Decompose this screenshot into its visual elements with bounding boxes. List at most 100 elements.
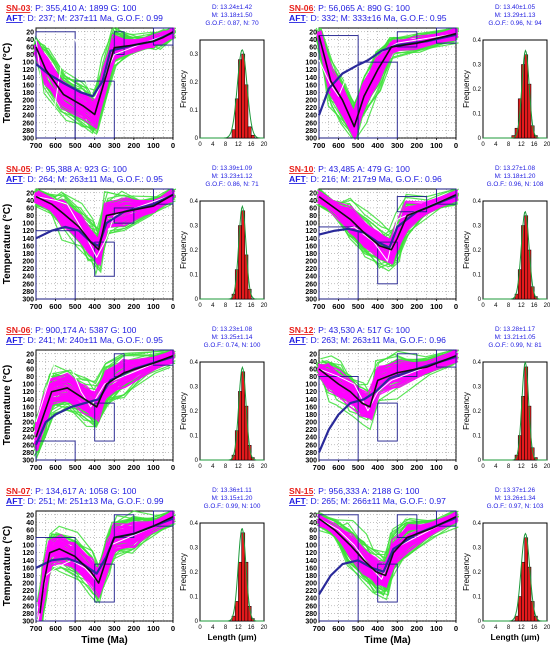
temperature-tick-label: 260 bbox=[22, 120, 34, 127]
temperature-tick-label: 260 bbox=[22, 281, 34, 288]
temperature-tick-label: 160 bbox=[305, 565, 317, 572]
length-axis-label: Length (μm) bbox=[207, 632, 256, 642]
best-fit-path bbox=[318, 515, 457, 577]
frequency-tick-label: 0.1 bbox=[190, 273, 199, 279]
temperature-tick-label: 200 bbox=[22, 581, 34, 588]
sample-id: SN-10 bbox=[289, 164, 314, 174]
acceptable-path bbox=[318, 34, 458, 140]
aft-label: AFT bbox=[289, 335, 306, 345]
time-tick-label: 500 bbox=[69, 463, 82, 472]
temperature-tick-label: 300 bbox=[305, 458, 317, 465]
temperature-tick-label: 280 bbox=[305, 611, 317, 618]
temperature-tick-label: 20 bbox=[309, 190, 317, 197]
model-length-curve bbox=[483, 360, 547, 461]
length-stat: M: 13.25±1.14 bbox=[212, 334, 253, 341]
length-tick-label: 20 bbox=[544, 142, 550, 148]
length-tick-label: 20 bbox=[261, 625, 268, 631]
temperature-tick-label: 240 bbox=[305, 113, 317, 120]
panel-header: SN-06: P: 900,174 A: 5387 G: 100 bbox=[6, 325, 137, 335]
temperature-tick-label: 300 bbox=[305, 297, 317, 304]
time-tick-label: 600 bbox=[332, 141, 345, 150]
temperature-tick-label: 120 bbox=[22, 550, 34, 557]
time-tick-label: 200 bbox=[128, 302, 141, 311]
frequency-axis-label: Frequency bbox=[179, 553, 188, 591]
temperature-tick-label: 180 bbox=[22, 412, 34, 419]
time-tick-label: 500 bbox=[352, 624, 365, 633]
frequency-axis-label: Frequency bbox=[179, 231, 188, 269]
length-tick-label: 8 bbox=[224, 464, 228, 470]
good-path bbox=[36, 32, 174, 129]
temperature-tick-label: 20 bbox=[309, 29, 317, 36]
time-tick-label: 500 bbox=[69, 141, 82, 150]
length-tick-label: 16 bbox=[248, 625, 255, 631]
temperature-tick-label: 60 bbox=[309, 527, 317, 534]
time-tick-label: 100 bbox=[430, 302, 443, 311]
time-axis-label: Time (Ma) bbox=[81, 635, 128, 646]
length-tick-label: 0 bbox=[198, 142, 202, 148]
time-tick-label: 0 bbox=[454, 463, 458, 472]
temperature-tick-label: 160 bbox=[22, 404, 34, 411]
model-counts: : P: 355,410 A: 1899 G: 100 bbox=[30, 3, 136, 13]
temperature-tick-label: 120 bbox=[305, 228, 317, 235]
time-tick-label: 700 bbox=[313, 463, 326, 472]
temperature-tick-label: 240 bbox=[305, 435, 317, 442]
model-counts: : P: 900,174 A: 5387 G: 100 bbox=[30, 325, 136, 335]
temperature-tick-label: 200 bbox=[22, 259, 34, 266]
temperature-tick-label: 240 bbox=[22, 435, 34, 442]
temperature-tick-label: 100 bbox=[305, 382, 317, 389]
time-tick-label: 200 bbox=[128, 141, 141, 150]
good-path bbox=[34, 351, 173, 431]
time-tick-label: 400 bbox=[88, 141, 101, 150]
temperature-tick-label: 280 bbox=[305, 128, 317, 135]
frequency-tick-label: 0.1 bbox=[473, 434, 482, 440]
frequency-tick-label: 0.2 bbox=[473, 409, 482, 415]
acceptable-path bbox=[321, 349, 457, 395]
length-stat: M: 13.18±1.20 bbox=[495, 173, 536, 180]
acceptable-path bbox=[317, 39, 457, 140]
length-stat: M: 13.23±1.12 bbox=[212, 173, 253, 180]
temperature-tick-label: 80 bbox=[26, 374, 34, 381]
aft-result: : D: 251; M: 251±13 Ma, G.O.F.: 0.99 bbox=[23, 496, 164, 506]
time-tick-label: 100 bbox=[147, 141, 160, 150]
length-stat: M: 13.26±1.34 bbox=[495, 495, 536, 502]
length-tick-label: 4 bbox=[494, 303, 498, 309]
histogram-area bbox=[482, 361, 548, 461]
temperature-tick-label: 60 bbox=[26, 205, 34, 212]
frequency-tick-label: 0.4 bbox=[473, 360, 482, 366]
time-tick-label: 200 bbox=[411, 463, 424, 472]
best-fit-path bbox=[318, 193, 457, 251]
time-tick-label: 200 bbox=[128, 624, 141, 633]
frequency-tick-label: 0 bbox=[478, 619, 482, 625]
length-tick-label: 0 bbox=[481, 625, 485, 631]
best-fit-path bbox=[35, 193, 174, 251]
temperature-tick-label: 140 bbox=[305, 397, 317, 404]
good-path bbox=[320, 198, 457, 259]
time-tick-label: 300 bbox=[108, 463, 121, 472]
histogram-area bbox=[199, 361, 265, 461]
frequency-tick-label: 0.2 bbox=[190, 570, 199, 576]
temperature-tick-label: 40 bbox=[309, 198, 317, 205]
time-tick-label: 400 bbox=[88, 302, 101, 311]
constraint-box bbox=[396, 31, 418, 48]
length-tick-label: 8 bbox=[507, 303, 511, 309]
temperature-tick-label: 280 bbox=[22, 289, 34, 296]
length-tick-label: 4 bbox=[494, 625, 498, 631]
temperature-tick-label: 80 bbox=[309, 374, 317, 381]
time-tick-label: 400 bbox=[371, 302, 384, 311]
time-tick-label: 500 bbox=[352, 141, 365, 150]
good-path bbox=[318, 519, 457, 584]
time-tick-label: 0 bbox=[171, 141, 175, 150]
panel-header: SN-05: P: 95,388 A: 923 G: 100 bbox=[6, 164, 127, 174]
temperature-tick-label: 20 bbox=[309, 512, 317, 519]
time-tick-label: 600 bbox=[332, 302, 345, 311]
time-tick-label: 500 bbox=[69, 302, 82, 311]
constraint-box bbox=[94, 402, 115, 442]
aft-label: AFT bbox=[6, 13, 23, 23]
good-path bbox=[319, 517, 457, 585]
aft-line: AFT: D: 251; M: 251±13 Ma, G.O.F.: 0.99 bbox=[6, 496, 164, 506]
frequency-tick-label: 0 bbox=[478, 297, 482, 303]
temperature-tick-label: 140 bbox=[22, 236, 34, 243]
